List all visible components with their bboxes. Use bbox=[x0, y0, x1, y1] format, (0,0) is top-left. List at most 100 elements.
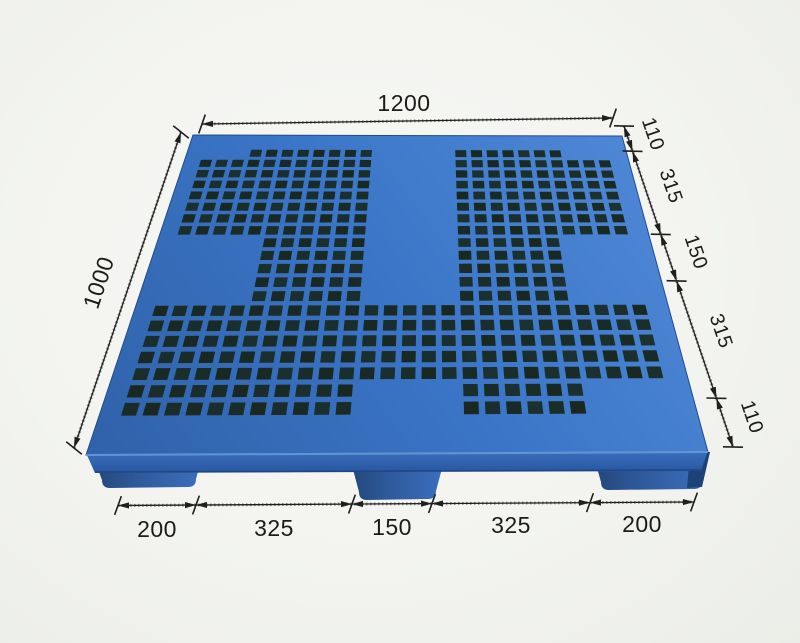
pallet-hole bbox=[300, 226, 314, 235]
pallet-hole bbox=[254, 277, 270, 287]
pallet-hole bbox=[557, 319, 574, 331]
pallet-hole bbox=[490, 202, 504, 211]
pallet-hole bbox=[316, 238, 330, 248]
deck-front-highlight bbox=[85, 451, 709, 456]
pallet-hole bbox=[260, 250, 275, 260]
pallet-hole bbox=[339, 191, 353, 200]
pallet-hole bbox=[500, 334, 516, 346]
pallet-hole bbox=[185, 202, 200, 211]
pallet-hole bbox=[147, 320, 165, 332]
pallet-hole bbox=[295, 159, 308, 167]
pallet-hole bbox=[635, 319, 652, 330]
pallet-hole bbox=[171, 305, 188, 316]
dim-arrow bbox=[726, 435, 733, 447]
pallet-hole bbox=[302, 214, 316, 223]
pallet-hole bbox=[546, 383, 563, 396]
pallet-hole bbox=[228, 170, 242, 178]
pallet-hole bbox=[282, 335, 298, 347]
pallet-hole bbox=[456, 191, 469, 200]
pallet-hole bbox=[401, 335, 417, 347]
pallet-hole bbox=[542, 214, 556, 223]
pallet-hole bbox=[422, 305, 436, 316]
pallet-hole bbox=[274, 180, 288, 189]
pallet-hole bbox=[270, 202, 284, 211]
pallet-hole bbox=[325, 305, 341, 316]
pallet-hole bbox=[355, 202, 368, 211]
pallet-hole bbox=[210, 305, 226, 316]
dim-arrow bbox=[184, 501, 196, 509]
pallet-hole bbox=[247, 226, 262, 235]
pallet-hole bbox=[470, 150, 483, 158]
pallet-hole bbox=[455, 160, 467, 168]
pallet-hole bbox=[249, 402, 267, 416]
pallet-hole bbox=[293, 170, 306, 178]
pallet-hole bbox=[250, 214, 265, 223]
pallet-hole bbox=[185, 402, 204, 416]
pallet-hole bbox=[192, 180, 206, 189]
pallet-hole bbox=[479, 305, 494, 316]
dim-top-1200 bbox=[197, 108, 618, 134]
pallet-hole bbox=[276, 170, 290, 178]
pallet-hole bbox=[202, 202, 217, 211]
pallet-hole bbox=[363, 320, 378, 331]
pallet-hole bbox=[342, 335, 357, 347]
pallet-hole bbox=[568, 170, 582, 178]
pallet-hole bbox=[260, 170, 274, 178]
pallet-hole bbox=[238, 351, 256, 363]
pallet-hole bbox=[513, 263, 528, 273]
pallet-hole bbox=[553, 290, 569, 301]
pallet-hole bbox=[320, 351, 336, 363]
pallet-hole bbox=[503, 160, 516, 168]
pallet-hole bbox=[230, 226, 245, 235]
pallet-hole bbox=[402, 319, 417, 331]
pallet-hole bbox=[554, 180, 568, 189]
pallet-hole bbox=[298, 238, 312, 248]
pallet-hole bbox=[279, 159, 292, 167]
pallet-hole bbox=[289, 191, 303, 200]
dim-arrow bbox=[195, 501, 208, 509]
pallet-hole bbox=[642, 350, 660, 362]
dim-arrow bbox=[578, 499, 590, 506]
pallet-hole bbox=[245, 320, 262, 331]
pallet-hole bbox=[231, 384, 249, 398]
dim-arrow bbox=[670, 269, 677, 281]
pallet-hole bbox=[613, 225, 628, 235]
pallet-hole bbox=[504, 383, 521, 397]
dim-arrow bbox=[174, 132, 181, 144]
pallet-hole bbox=[314, 250, 329, 260]
dim-arrow bbox=[716, 398, 723, 410]
dimension-lines bbox=[65, 108, 744, 516]
pallet-hole bbox=[265, 149, 278, 157]
pallet-hole bbox=[345, 305, 360, 316]
pallet-hole bbox=[505, 180, 518, 189]
pallet-illustration bbox=[85, 134, 710, 500]
pallet-hole bbox=[307, 180, 321, 189]
pallet-hole bbox=[312, 149, 325, 157]
pallet-hole bbox=[352, 226, 366, 235]
pallet-hole bbox=[323, 320, 339, 331]
pallet-hole bbox=[577, 319, 593, 331]
pallet-hole bbox=[534, 290, 550, 301]
pallet-hole bbox=[572, 191, 586, 200]
pallet-hole bbox=[279, 351, 296, 363]
pallet-hole bbox=[270, 291, 286, 302]
pallet-hole bbox=[582, 350, 599, 362]
pallet-hole bbox=[549, 263, 564, 273]
pallet-hole bbox=[488, 180, 502, 189]
pallet-hole bbox=[521, 180, 535, 189]
pallet-hole bbox=[214, 367, 232, 380]
pallet-hole bbox=[325, 170, 339, 178]
pallet-hole bbox=[492, 226, 506, 235]
pallet-hole bbox=[299, 351, 316, 363]
pallet-hole bbox=[219, 202, 234, 211]
pallet-hole bbox=[457, 226, 471, 235]
pallet-hole bbox=[248, 305, 265, 316]
pallet-hole bbox=[421, 350, 436, 363]
pallet-hole bbox=[206, 402, 225, 416]
pallet-hole bbox=[551, 276, 567, 287]
pallet-hole bbox=[596, 319, 613, 331]
pallet-hole bbox=[327, 291, 342, 302]
pallet-hole bbox=[516, 290, 531, 301]
pallet-hole bbox=[602, 350, 619, 362]
dim-bottom-label-3: 325 bbox=[491, 512, 531, 538]
